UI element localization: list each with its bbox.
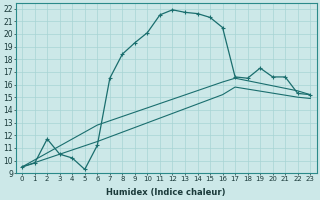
X-axis label: Humidex (Indice chaleur): Humidex (Indice chaleur) xyxy=(107,188,226,197)
